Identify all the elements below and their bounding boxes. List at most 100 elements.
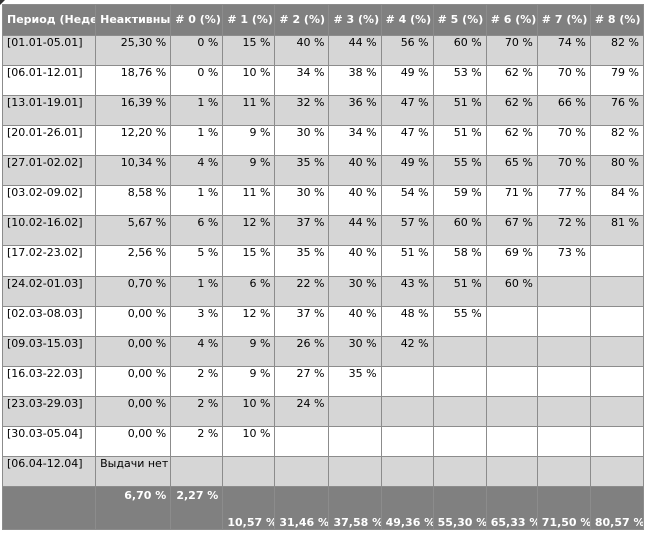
column-header-w8: # 8 (%)	[589, 4, 645, 36]
retention-cell-w4	[380, 365, 434, 397]
retention-cell-w0: 5 %	[170, 245, 224, 277]
period-cell: [16.03-22.03]	[1, 365, 97, 397]
table-row: [30.03-05.04] 0,00 % 2 % 10 %	[1, 425, 645, 457]
retention-cell-w2: 37 %	[274, 215, 330, 247]
retention-cell-w1: 6 %	[222, 275, 276, 307]
table-row: [17.02-23.02] 2,56 % 5 % 15 % 35 % 40 % 51 % 58…	[1, 245, 645, 277]
retention-cell-w4: 56 %	[380, 34, 434, 67]
total-cell-w5: 55,30 %	[432, 486, 487, 530]
retention-cell-w2	[274, 455, 330, 488]
retention-cell-w8: 79 %	[589, 65, 645, 97]
total-cell-w8: 80,57 %	[589, 486, 645, 530]
column-header-w3: # 3 (%)	[328, 4, 382, 36]
retention-cell-w3: 30 %	[328, 335, 382, 367]
retention-cell-w3: 30 %	[328, 275, 382, 307]
retention-cell-w6: 71 %	[485, 185, 538, 217]
inactive-cell: 5,67 %	[95, 215, 172, 247]
retention-cell-w6: 62 %	[485, 95, 538, 127]
retention-cell-w2: 24 %	[274, 395, 330, 427]
retention-cell-w0	[170, 455, 224, 488]
retention-cell-w5: 58 %	[432, 245, 487, 277]
period-cell: [01.01-05.01]	[1, 34, 97, 67]
retention-cell-w2	[274, 425, 330, 457]
retention-cell-w1: 11 %	[222, 185, 276, 217]
retention-cell-w1: 10 %	[222, 65, 276, 97]
retention-cell-w0: 0 %	[170, 65, 224, 97]
inactive-cell: 12,20 %	[95, 125, 172, 157]
totals-label-cell	[1, 486, 97, 530]
retention-cell-w6	[485, 425, 538, 457]
total-cell-w2: 31,46 %	[274, 486, 330, 530]
retention-cell-w1: 10 %	[222, 425, 276, 457]
period-cell: [24.02-01.03]	[1, 275, 97, 307]
inactive-cell: 8,58 %	[95, 185, 172, 217]
retention-cell-w4: 54 %	[380, 185, 434, 217]
retention-cell-w2: 32 %	[274, 95, 330, 127]
retention-cell-w8: 76 %	[589, 95, 645, 127]
retention-cell-w5: 60 %	[432, 215, 487, 247]
retention-cell-w1: 12 %	[222, 215, 276, 247]
period-cell: [30.03-05.04]	[1, 425, 97, 457]
retention-cell-w3: 34 %	[328, 125, 382, 157]
retention-cell-w1: 9 %	[222, 335, 276, 367]
retention-cell-w6: 70 %	[485, 34, 538, 67]
total-cell-w7: 71,50 %	[536, 486, 591, 530]
retention-cell-w5: 55 %	[432, 305, 487, 337]
retention-cell-w2: 35 %	[274, 245, 330, 277]
retention-cell-w5: 55 %	[432, 155, 487, 187]
inactive-cell: 10,34 %	[95, 155, 172, 187]
retention-cell-w5: 59 %	[432, 185, 487, 217]
inactive-cell: 2,56 %	[95, 245, 172, 277]
retention-cell-w7: 70 %	[536, 65, 591, 97]
retention-cell-w4: 51 %	[380, 245, 434, 277]
retention-cell-w7	[536, 455, 591, 488]
retention-cell-w4: 47 %	[380, 95, 434, 127]
retention-cell-w1: 9 %	[222, 155, 276, 187]
retention-cell-w0: 0 %	[170, 34, 224, 67]
period-cell: [06.04-12.04]	[1, 455, 97, 488]
retention-cell-w7	[536, 275, 591, 307]
retention-cell-w8	[589, 425, 645, 457]
retention-cell-w4: 49 %	[380, 155, 434, 187]
column-header-w1: # 1 (%)	[222, 4, 276, 36]
retention-cell-w7: 77 %	[536, 185, 591, 217]
retention-cell-w4: 43 %	[380, 275, 434, 307]
retention-cell-w2: 34 %	[274, 65, 330, 97]
retention-cell-w5	[432, 425, 487, 457]
retention-cell-w7: 70 %	[536, 155, 591, 187]
corner-marker-icon	[0, 0, 5, 5]
retention-cell-w8: 82 %	[589, 125, 645, 157]
retention-cell-w0: 2 %	[170, 425, 224, 457]
retention-cell-w4: 49 %	[380, 65, 434, 97]
table-row: [02.03-08.03] 0,00 % 3 % 12 % 37 % 40 % 48 % 55…	[1, 305, 645, 337]
period-cell: [23.03-29.03]	[1, 395, 97, 427]
inactive-cell: 0,70 %	[95, 275, 172, 307]
retention-cell-w4	[380, 455, 434, 488]
retention-cell-w4: 47 %	[380, 125, 434, 157]
table-footer: 6,70 % 2,27 % 10,57 % 31,46 % 37,58 % 49,36 %…	[1, 486, 645, 530]
retention-cell-w3: 40 %	[328, 185, 382, 217]
retention-cell-w5: 51 %	[432, 125, 487, 157]
retention-cell-w7	[536, 365, 591, 397]
header-row: Период (Неделя)Неактивных (%)# 0 (%)# 1 …	[1, 4, 645, 36]
table-row: [20.01-26.01] 12,20 % 1 % 9 % 30 % 34 % 47 % 51…	[1, 125, 645, 157]
retention-cell-w7: 66 %	[536, 95, 591, 127]
totals-row: 6,70 % 2,27 % 10,57 % 31,46 % 37,58 % 49,36 %…	[1, 486, 645, 530]
inactive-cell: 18,76 %	[95, 65, 172, 97]
retention-cell-w2: 35 %	[274, 155, 330, 187]
table-row: [13.01-19.01] 16,39 % 1 % 11 % 32 % 36 % 47 % 5…	[1, 95, 645, 127]
inactive-cell: 0,00 %	[95, 425, 172, 457]
retention-cell-w3: 38 %	[328, 65, 382, 97]
retention-cell-w3: 44 %	[328, 34, 382, 67]
retention-cell-w8: 80 %	[589, 155, 645, 187]
column-header-w6: # 6 (%)	[485, 4, 538, 36]
retention-cell-w0: 2 %	[170, 395, 224, 427]
retention-cell-w6	[485, 395, 538, 427]
column-header-w0: # 0 (%)	[170, 4, 224, 36]
retention-cell-w3: 36 %	[328, 95, 382, 127]
retention-cell-w3	[328, 395, 382, 427]
retention-cell-w5	[432, 455, 487, 488]
inactive-cell: 0,00 %	[95, 365, 172, 397]
retention-cell-w2: 26 %	[274, 335, 330, 367]
column-header-period: Период (Неделя)	[1, 4, 97, 36]
